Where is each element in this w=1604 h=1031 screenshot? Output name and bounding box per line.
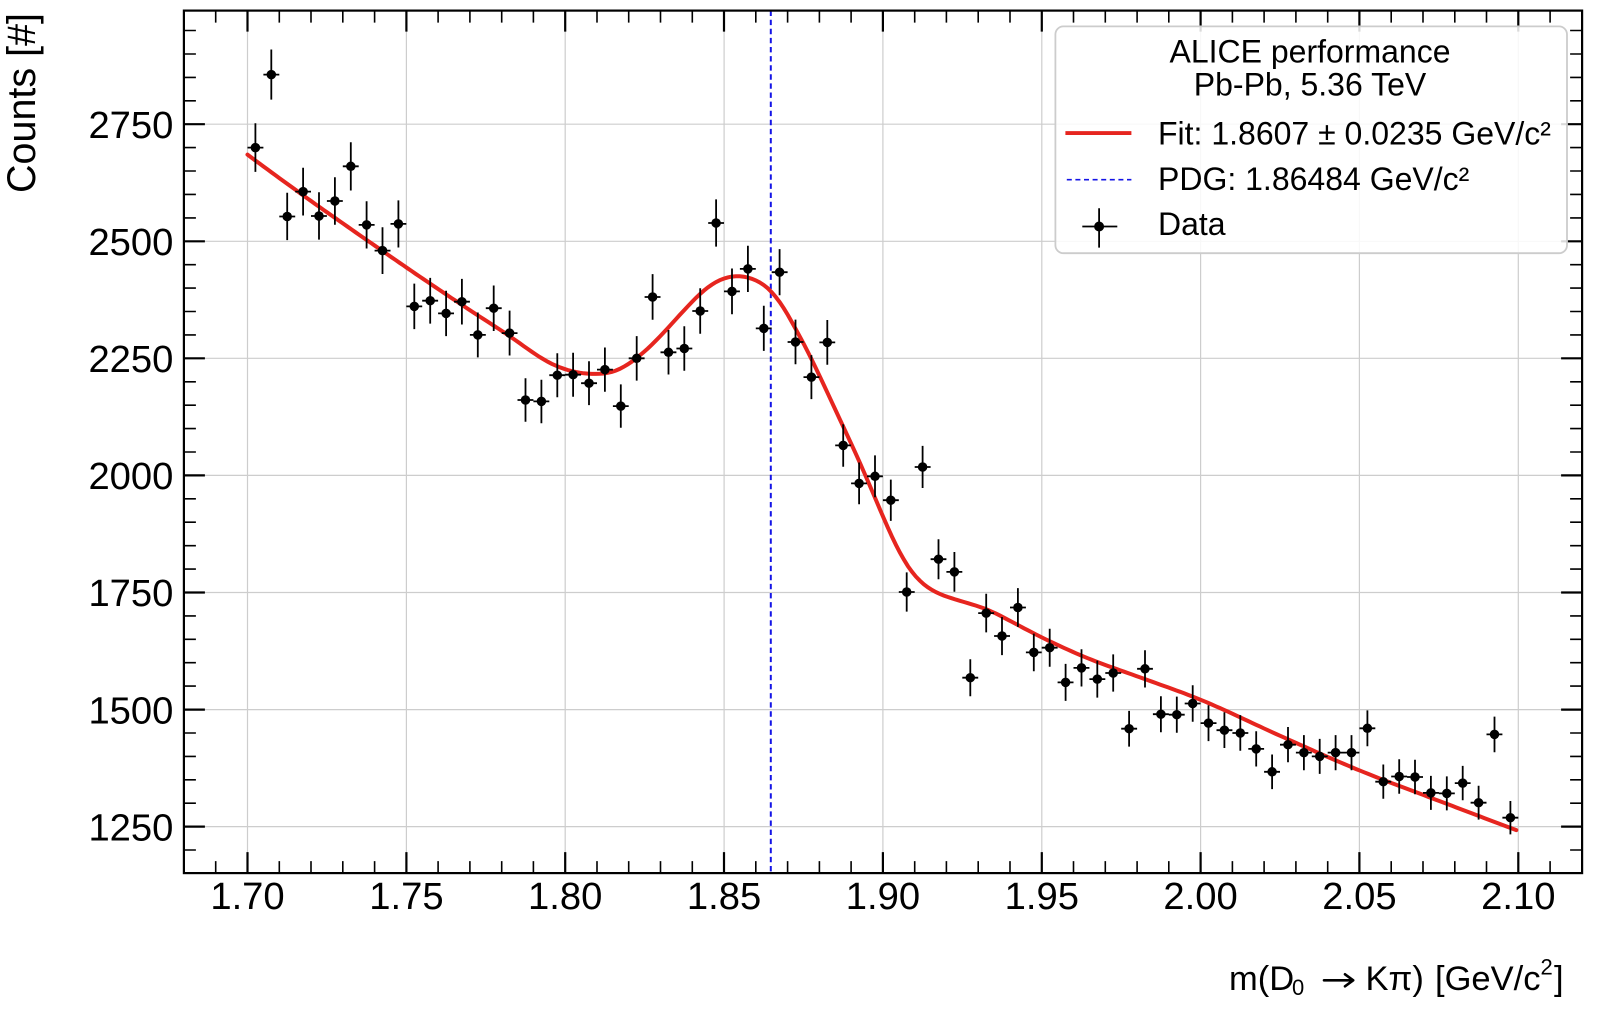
svg-text:2.10: 2.10 xyxy=(1481,875,1555,918)
svg-text:ALICE performance: ALICE performance xyxy=(1169,33,1450,69)
svg-text:Fit: 1.8607 ± 0.0235 GeV/c²: Fit: 1.8607 ± 0.0235 GeV/c² xyxy=(1158,115,1551,151)
svg-text:PDG: 1.86484 GeV/c²: PDG: 1.86484 GeV/c² xyxy=(1158,161,1470,197)
svg-text:1.75: 1.75 xyxy=(369,875,443,918)
svg-text:1.80: 1.80 xyxy=(528,875,602,918)
svg-text:2.00: 2.00 xyxy=(1163,875,1237,918)
svg-text:2.05: 2.05 xyxy=(1322,875,1396,918)
svg-text:2250: 2250 xyxy=(88,338,173,381)
svg-text:1750: 1750 xyxy=(88,572,173,615)
svg-text:Counts [#]: Counts [#] xyxy=(0,13,44,193)
svg-text:2750: 2750 xyxy=(88,104,173,147)
svg-text:1.70: 1.70 xyxy=(210,875,284,918)
svg-text:2500: 2500 xyxy=(88,221,173,264)
svg-text:1.90: 1.90 xyxy=(846,875,920,918)
svg-text:1.95: 1.95 xyxy=(1005,875,1079,918)
svg-text:1500: 1500 xyxy=(88,689,173,732)
svg-text:Data: Data xyxy=(1158,206,1226,242)
svg-text:1.85: 1.85 xyxy=(687,875,761,918)
svg-text:Pb-Pb, 5.36 TeV: Pb-Pb, 5.36 TeV xyxy=(1194,67,1427,103)
svg-text:1250: 1250 xyxy=(88,806,173,849)
svg-text:2000: 2000 xyxy=(88,455,173,498)
